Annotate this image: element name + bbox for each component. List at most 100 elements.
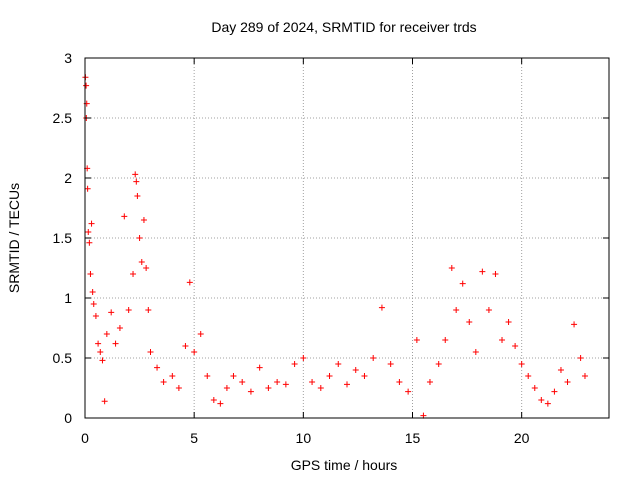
x-tick-label: 5 — [190, 430, 198, 446]
data-point — [361, 373, 368, 379]
data-point — [282, 381, 289, 388]
y-tick-label: 0.5 — [53, 350, 73, 366]
data-point — [538, 397, 545, 403]
data-point — [405, 388, 412, 395]
y-tick-label: 0 — [64, 410, 72, 426]
data-point — [99, 357, 106, 364]
data-point — [130, 271, 137, 277]
data-point — [87, 271, 94, 277]
data-point — [136, 235, 143, 241]
data-point — [335, 361, 342, 367]
data-point — [121, 213, 128, 220]
data-point — [223, 385, 230, 391]
x-tick-label: 20 — [514, 430, 530, 446]
data-point — [551, 388, 558, 395]
data-point — [256, 364, 263, 371]
y-tick-label: 3 — [64, 50, 72, 66]
data-point — [274, 379, 281, 385]
data-point — [317, 385, 324, 391]
data-point — [426, 379, 433, 385]
y-tick-label: 2 — [64, 170, 72, 186]
data-point — [197, 331, 204, 337]
data-point — [557, 367, 564, 373]
data-point — [544, 400, 551, 407]
data-point — [571, 321, 578, 328]
data-point — [89, 289, 96, 295]
data-point — [352, 367, 359, 373]
data-point — [448, 265, 455, 271]
data-point — [442, 337, 449, 343]
data-point — [531, 385, 538, 391]
x-tick-label: 0 — [81, 430, 89, 446]
data-point — [160, 379, 167, 385]
data-point — [326, 373, 333, 379]
data-point — [265, 385, 272, 391]
y-axis-label: SRMTID / TECUs — [6, 183, 22, 293]
data-point — [518, 361, 525, 367]
data-point — [525, 373, 532, 379]
data-point — [116, 325, 123, 331]
grid-lines — [85, 58, 609, 418]
data-point — [138, 259, 145, 265]
data-point — [186, 279, 193, 286]
data-point — [169, 373, 176, 379]
y-tick-label: 1.5 — [53, 230, 73, 246]
data-point — [132, 171, 139, 178]
data-point — [505, 319, 512, 325]
data-point — [133, 178, 140, 185]
y-tick-label: 1 — [64, 290, 72, 306]
data-point — [581, 373, 588, 379]
data-point — [88, 220, 95, 227]
data-point — [182, 343, 189, 349]
data-point — [112, 340, 119, 347]
data-point — [344, 381, 350, 388]
data-point — [387, 361, 394, 367]
data-point — [485, 307, 492, 313]
data-point — [466, 319, 473, 325]
data-point — [247, 388, 254, 395]
data-point — [453, 307, 460, 313]
data-point — [204, 373, 211, 379]
data-point — [472, 349, 479, 355]
data-point — [145, 307, 152, 313]
data-point — [103, 331, 110, 337]
data-point — [230, 373, 237, 379]
x-tick-label: 15 — [405, 430, 421, 446]
data-point — [97, 349, 104, 355]
y-tick-label: 2.5 — [53, 110, 73, 126]
data-point — [191, 349, 198, 355]
data-point — [479, 268, 486, 275]
data-point — [492, 271, 499, 277]
data-point — [291, 361, 298, 367]
data-point — [512, 343, 519, 349]
data-point — [210, 397, 217, 403]
data-point — [577, 355, 584, 361]
data-point — [85, 229, 92, 235]
x-axis-label: GPS time / hours — [291, 457, 398, 473]
data-point — [84, 185, 91, 192]
x-tick-label: 10 — [296, 430, 312, 446]
data-points — [82, 74, 588, 419]
axis-ticks — [84, 57, 609, 419]
data-point — [140, 217, 147, 223]
data-point — [134, 193, 141, 199]
data-point — [435, 361, 442, 367]
data-point — [143, 265, 150, 271]
data-point — [459, 280, 466, 287]
data-point — [95, 340, 102, 347]
data-point — [83, 82, 90, 89]
data-point — [86, 239, 93, 246]
data-point — [90, 301, 97, 307]
data-point — [499, 337, 506, 343]
data-point — [300, 355, 307, 361]
data-point — [101, 398, 108, 405]
data-point — [370, 355, 377, 361]
data-point — [413, 337, 420, 343]
data-point — [147, 349, 154, 355]
data-point — [92, 313, 99, 319]
data-point — [378, 304, 385, 311]
data-point — [239, 379, 246, 385]
chart-title: Day 289 of 2024, SRMTID for receiver trd… — [211, 19, 476, 35]
